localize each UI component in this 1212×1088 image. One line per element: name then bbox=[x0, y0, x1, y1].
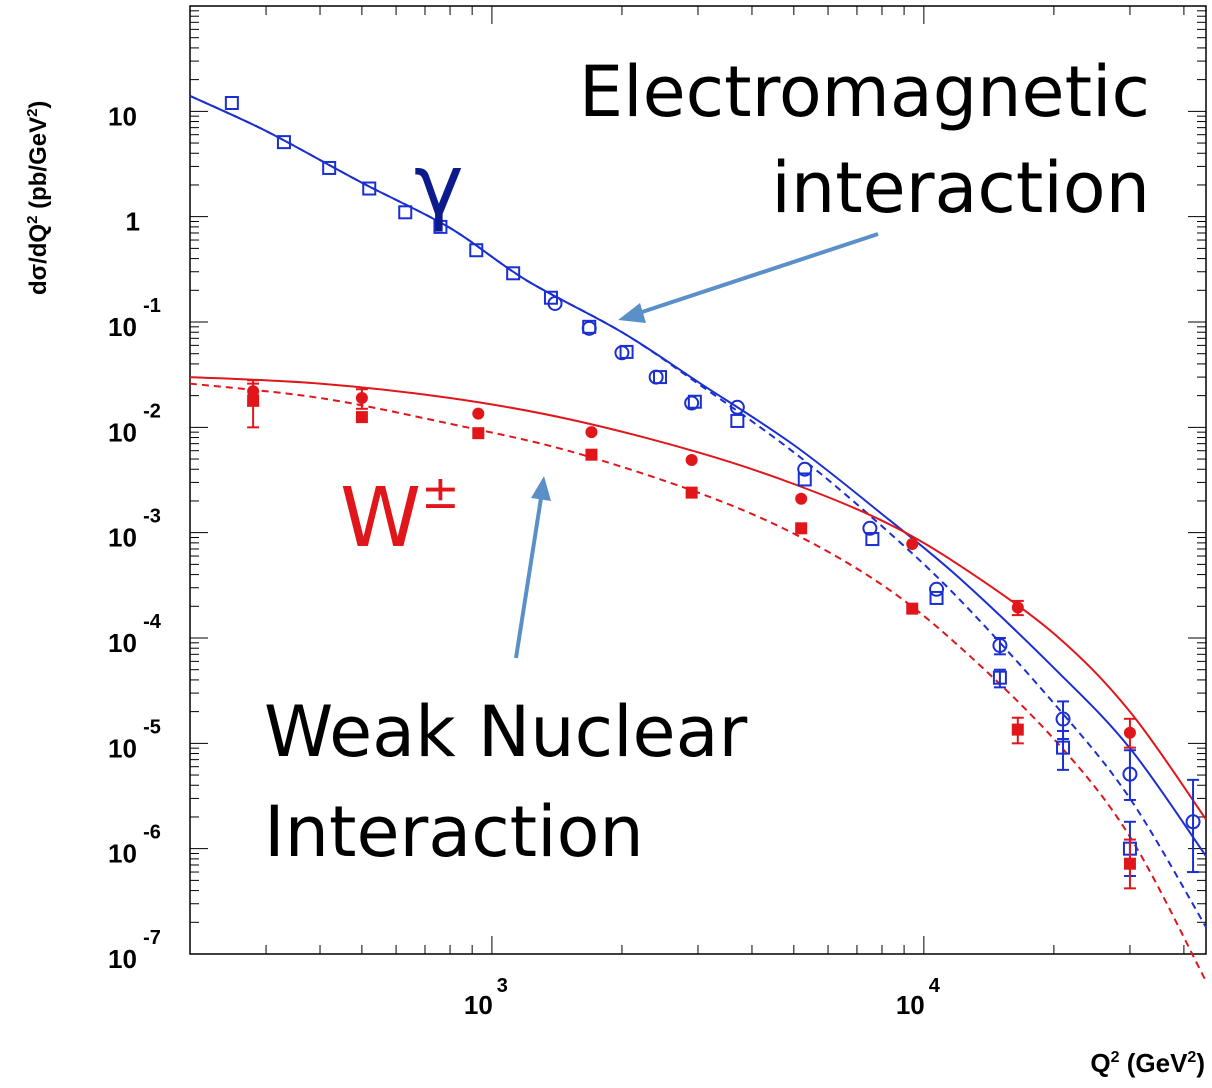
x-tick-label: 103 bbox=[464, 975, 508, 1020]
data-point-open-square bbox=[929, 590, 944, 605]
data-point-open-square bbox=[653, 370, 668, 385]
y-tick-label: 10-5 bbox=[108, 716, 161, 763]
data-point-open-square bbox=[797, 472, 812, 487]
data-point-open-square bbox=[362, 181, 377, 196]
fit-curves bbox=[189, 94, 1207, 982]
data-point-open-circle bbox=[797, 461, 813, 477]
y-tick-label: 10-4 bbox=[108, 611, 162, 658]
y-tick-label: 10-1 bbox=[108, 295, 161, 342]
em-arrow bbox=[635, 232, 879, 316]
data-point-open-circle bbox=[929, 581, 945, 597]
data-point-filled-square bbox=[906, 602, 919, 615]
data-point-filled-square bbox=[585, 448, 598, 461]
weak-annotation-line2: Interaction bbox=[264, 791, 644, 873]
data-point-filled-circle bbox=[472, 407, 485, 420]
weak-annotation-line1: Weak Nuclear bbox=[264, 691, 747, 773]
data-point-filled-circle bbox=[1123, 726, 1136, 739]
data-point-open-circle bbox=[1185, 814, 1201, 830]
y-axis-label: dσ/dQ2 (pb/GeV2) bbox=[24, 101, 52, 295]
data-point-filled-circle bbox=[355, 391, 368, 404]
y-tick-label: 10-2 bbox=[108, 400, 161, 447]
data-point-open-square bbox=[1056, 740, 1071, 755]
data-point-open-square bbox=[619, 344, 634, 359]
annotation-arrows bbox=[514, 232, 879, 659]
y-tick-label: 10-3 bbox=[108, 506, 161, 553]
data-point-filled-circle bbox=[795, 492, 808, 505]
data-point-filled-square bbox=[685, 486, 698, 499]
data-point-open-square bbox=[469, 243, 484, 258]
y-tick-label: 10-6 bbox=[108, 822, 161, 869]
data-point-filled-circle bbox=[585, 426, 598, 439]
data-point-open-square bbox=[224, 95, 239, 110]
data-point-open-square bbox=[730, 413, 745, 428]
em-annotation-line2: interaction bbox=[771, 147, 1150, 229]
data-point-open-circle bbox=[648, 369, 664, 385]
w-boson-annotation: W± bbox=[340, 465, 460, 566]
fit-curve-dashed bbox=[189, 382, 1207, 982]
em-annotation-line1: Electromagnetic bbox=[579, 51, 1150, 133]
data-point-filled-square bbox=[472, 427, 485, 440]
data-point-open-square bbox=[322, 160, 337, 175]
data-point-open-square bbox=[543, 290, 558, 305]
data-point-filled-circle bbox=[685, 453, 698, 466]
data-point-filled-circle bbox=[1011, 601, 1024, 614]
fit-curve-dashed bbox=[189, 94, 1207, 928]
data-point-open-square bbox=[582, 319, 597, 334]
data-point-open-square bbox=[276, 135, 291, 150]
data-point-filled-square bbox=[1011, 723, 1024, 736]
tick-labels: 103 104 10 1 10-1 10-2 10-3 10-4 10-5 10-6 10-7 bbox=[108, 101, 941, 1020]
fit-curve-solid bbox=[189, 376, 1207, 820]
data-point-open-square bbox=[992, 670, 1007, 685]
y-tick-label: 1 bbox=[126, 207, 140, 237]
data-point-filled-square bbox=[795, 522, 808, 535]
data-points bbox=[224, 95, 1201, 890]
data-point-open-square bbox=[433, 219, 448, 234]
data-point-open-circle bbox=[862, 520, 878, 536]
data-point-open-square bbox=[398, 205, 413, 220]
data-point-open-circle bbox=[729, 399, 745, 415]
data-point-filled-square bbox=[247, 394, 260, 407]
weak-arrow-head bbox=[531, 476, 551, 501]
y-tick-label: 10 bbox=[108, 101, 137, 131]
data-point-open-square bbox=[865, 532, 880, 547]
data-point-filled-circle bbox=[906, 538, 919, 551]
weak-label-backdrop bbox=[280, 660, 650, 700]
em-arrow-head bbox=[618, 303, 646, 323]
data-point-open-circle bbox=[992, 637, 1008, 653]
data-point-filled-square bbox=[1123, 857, 1136, 870]
data-point-open-circle bbox=[1055, 711, 1071, 727]
y-tick-label: 10-7 bbox=[108, 927, 161, 974]
weak-arrow bbox=[514, 497, 543, 659]
data-point-open-circle bbox=[1122, 766, 1138, 782]
data-point-open-square bbox=[687, 394, 702, 409]
x-tick-label: 104 bbox=[896, 975, 941, 1020]
data-point-open-square bbox=[506, 266, 521, 281]
x-axis-label: Q2 (GeV2) bbox=[1090, 1048, 1205, 1078]
gamma-annotation: γ bbox=[414, 136, 464, 234]
data-point-filled-square bbox=[355, 411, 368, 424]
